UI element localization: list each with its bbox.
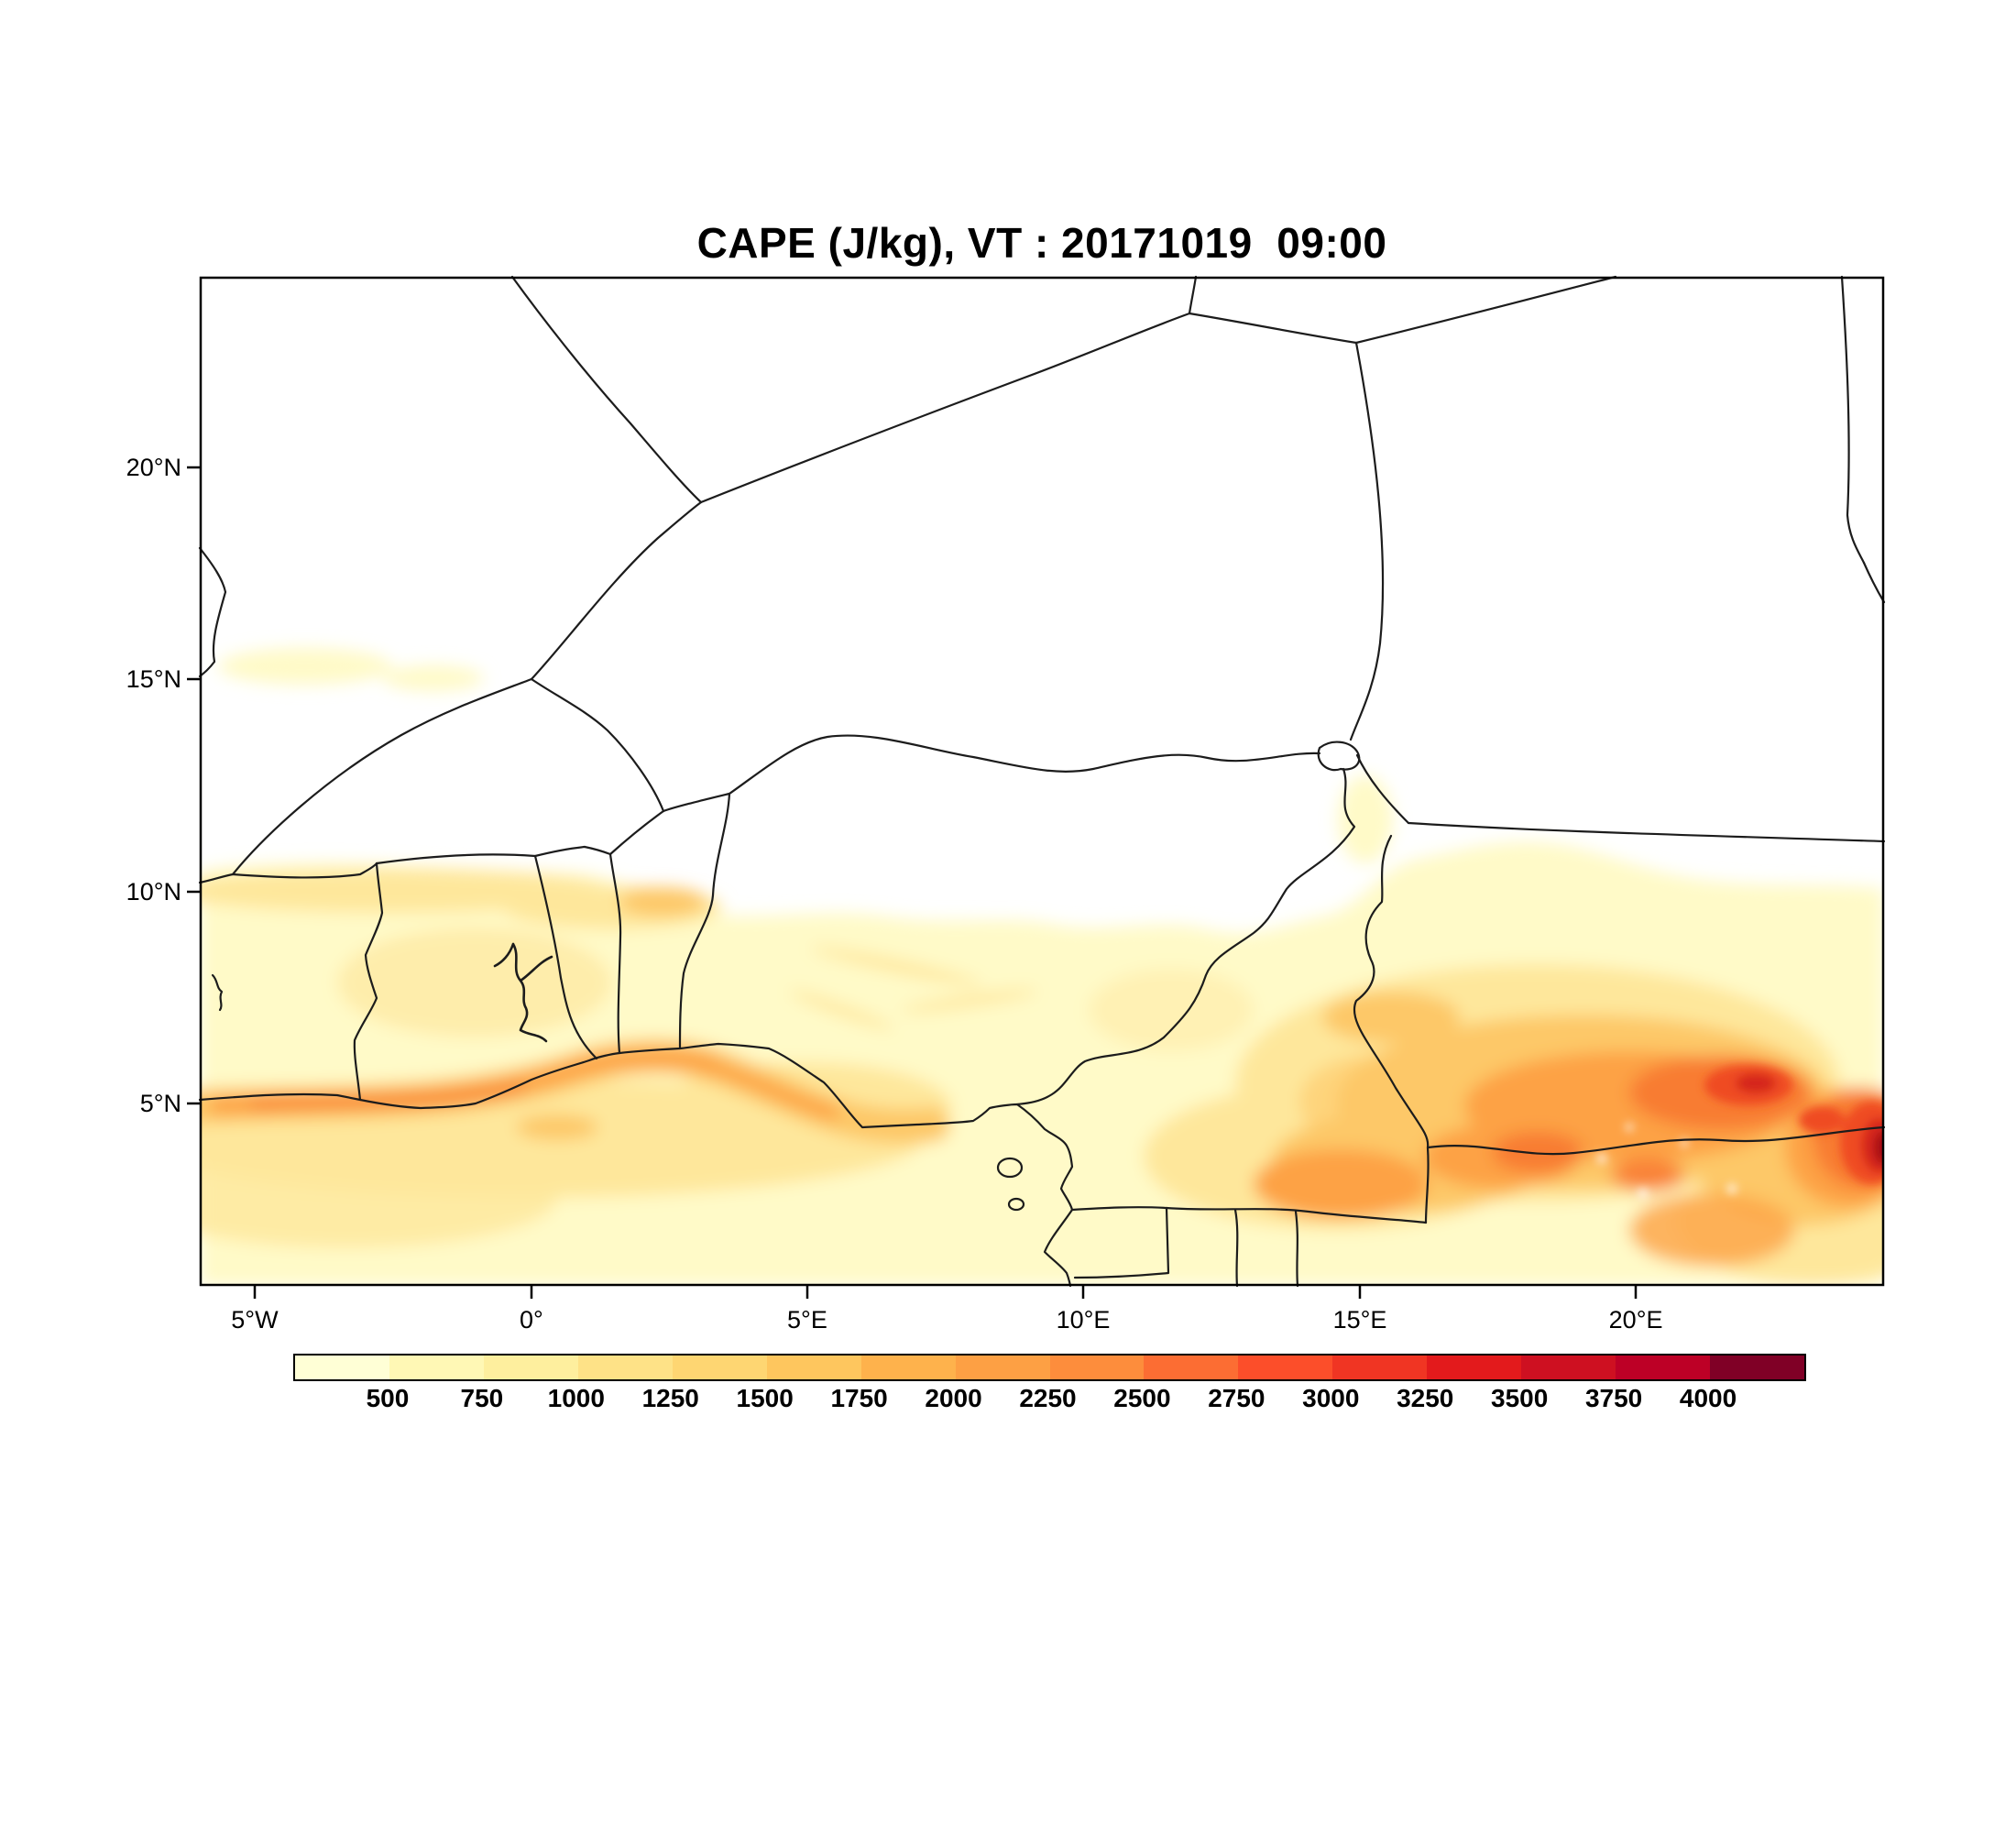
- lat-tick-label: 10°N: [126, 877, 181, 906]
- colorbar-tick-label: 1250: [641, 1384, 699, 1412]
- colorbar-tick-label: 1000: [547, 1384, 605, 1412]
- colorbar-tick-label: 3500: [1491, 1384, 1549, 1412]
- colorbar-tick-label: 3250: [1397, 1384, 1454, 1412]
- lon-tick-label: 5°W: [231, 1306, 279, 1334]
- colorbar-segment: [389, 1356, 484, 1379]
- lat-tick-label: 15°N: [126, 665, 181, 694]
- colorbar: [293, 1354, 1806, 1381]
- lat-tick-label: 5°N: [139, 1089, 181, 1117]
- colorbar-segment: [1238, 1356, 1333, 1379]
- lake-chad: [1317, 741, 1361, 772]
- colorbar-segment: [1427, 1356, 1522, 1379]
- figure-title: CAPE (J/kg), VT : 20171019 09:00: [696, 219, 1387, 267]
- colorbar-segment: [483, 1356, 578, 1379]
- lake-volta: [493, 942, 553, 1043]
- cape-field: [200, 277, 1884, 1286]
- colorbar-tick-label: 1500: [736, 1384, 794, 1412]
- colorbar-segment: [577, 1356, 673, 1379]
- colorbar-tick-label: 500: [366, 1384, 410, 1412]
- principe-island: [1007, 1197, 1025, 1212]
- colorbar-tick-label: 3000: [1302, 1384, 1360, 1412]
- colorbar-tick-label: 2000: [925, 1384, 982, 1412]
- colorbar-tick-label: 2250: [1019, 1384, 1077, 1412]
- lat-tick-label: 20°N: [126, 454, 181, 482]
- colorbar-tick-label: 2750: [1208, 1384, 1265, 1412]
- colorbar-segment: [1144, 1356, 1239, 1379]
- lon-tick-label: 20°E: [1608, 1306, 1663, 1334]
- colorbar-tick-label: 3750: [1584, 1384, 1643, 1412]
- longitude-ticks: [253, 1286, 1638, 1299]
- colorbar-segment: [1616, 1356, 1711, 1379]
- latitude-ticks: [187, 466, 200, 1105]
- colorbar-segment: [766, 1356, 861, 1379]
- country-borders: [198, 275, 1886, 1288]
- colorbar-segment: [672, 1356, 767, 1379]
- colorbar-segment: [860, 1356, 956, 1379]
- field-high-levels: [1597, 1065, 1884, 1198]
- colorbar-segment: [955, 1356, 1050, 1379]
- colorbar-segment: [1710, 1356, 1804, 1379]
- colorbar-segment: [1049, 1356, 1145, 1379]
- lon-tick-label: 15°E: [1332, 1306, 1387, 1334]
- colorbar-tick-label: 750: [460, 1384, 504, 1412]
- lon-tick-label: 10°E: [1056, 1306, 1111, 1334]
- colorbar-tick-label: 4000: [1679, 1384, 1737, 1412]
- map-canvas: [187, 275, 1886, 1299]
- map-frame-border: [199, 276, 1885, 1287]
- colorbar-segment: [295, 1356, 389, 1379]
- lon-tick-label: 0°: [519, 1306, 543, 1334]
- colorbar-tick-label: 1750: [830, 1384, 888, 1412]
- coastline: [198, 1042, 1074, 1288]
- colorbar-segment: [1332, 1356, 1428, 1379]
- colorbar-tick-label: 2500: [1113, 1384, 1171, 1412]
- bioko-island: [996, 1157, 1024, 1179]
- colorbar-segment: [1521, 1356, 1616, 1379]
- lon-tick-label: 5°E: [787, 1306, 827, 1334]
